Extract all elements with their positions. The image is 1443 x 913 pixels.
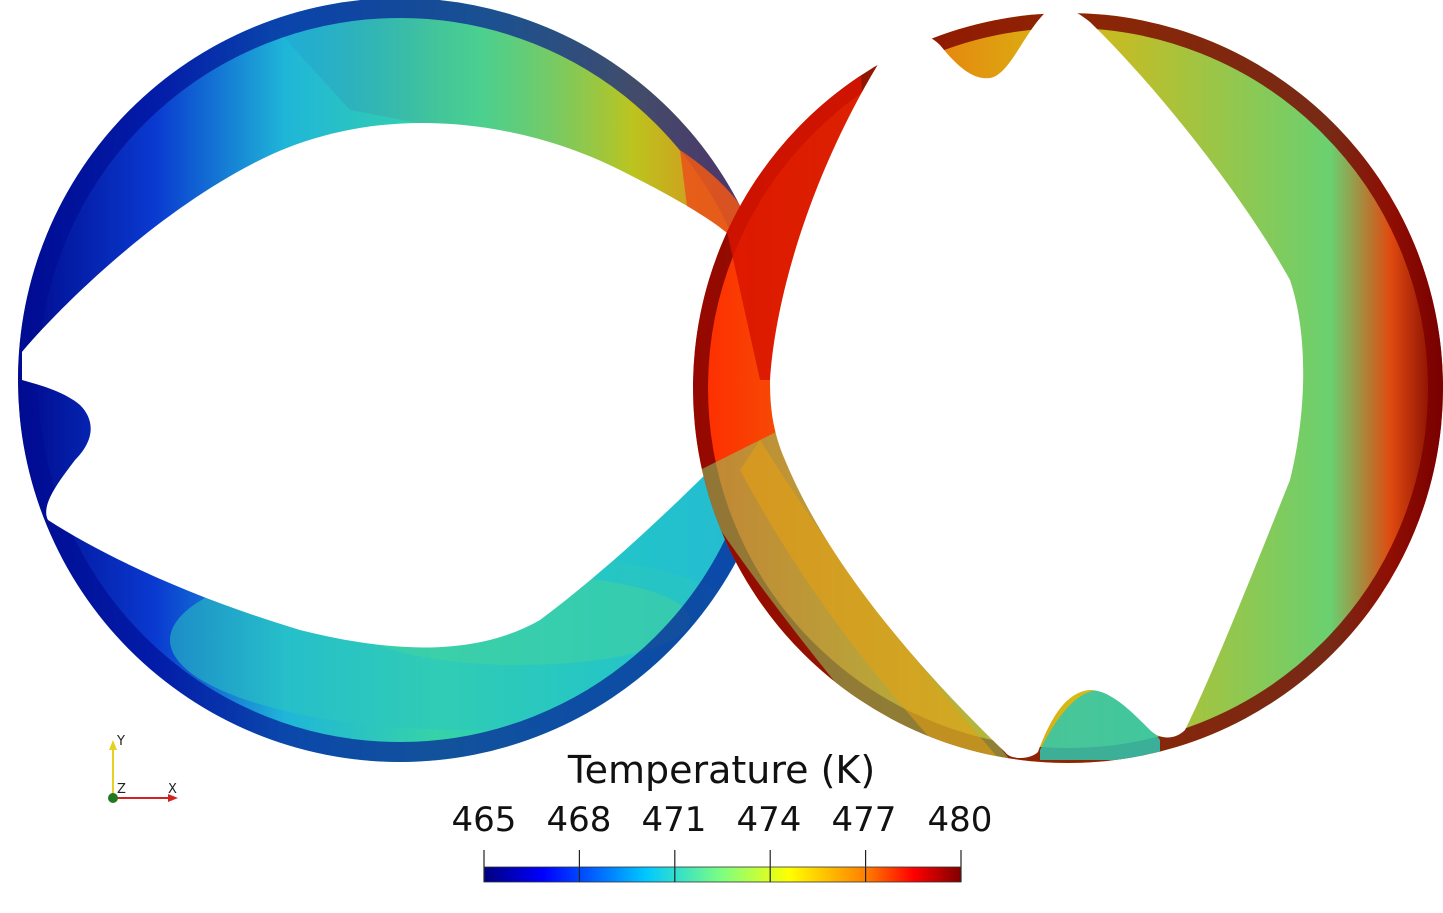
z-axis-dot: [108, 793, 118, 803]
right-rotor-lobe: [770, 8, 1304, 759]
colorbar-ticks: [483, 850, 962, 883]
colorbar-title: Temperature (K): [567, 748, 876, 792]
colorbar: [483, 850, 962, 883]
colorbar-tick-label-2: 471: [641, 800, 707, 840]
colorbar-tick-label-1: 468: [546, 800, 612, 840]
colorbar-gradient: [484, 867, 961, 882]
colorbar-tick-label-5: 480: [927, 800, 993, 840]
colorbar-tick-label-3: 474: [736, 800, 802, 840]
z-axis-label: Z: [117, 782, 126, 797]
colorbar-tick-label-4: 477: [831, 800, 897, 840]
colorbar-border: [483, 866, 962, 883]
y-axis-arrow: [109, 740, 117, 750]
orientation-axes: [108, 740, 178, 803]
colorbar-tick-label-0: 465: [451, 800, 517, 840]
x-axis-label: X: [168, 782, 177, 797]
y-axis-label: Y: [117, 734, 125, 749]
left-rotor-lobe: [22, 122, 773, 648]
left-rotor-bore: [18, 0, 782, 762]
x-axis-arrow: [168, 794, 178, 802]
right-rotor-bore: [693, 8, 1443, 763]
